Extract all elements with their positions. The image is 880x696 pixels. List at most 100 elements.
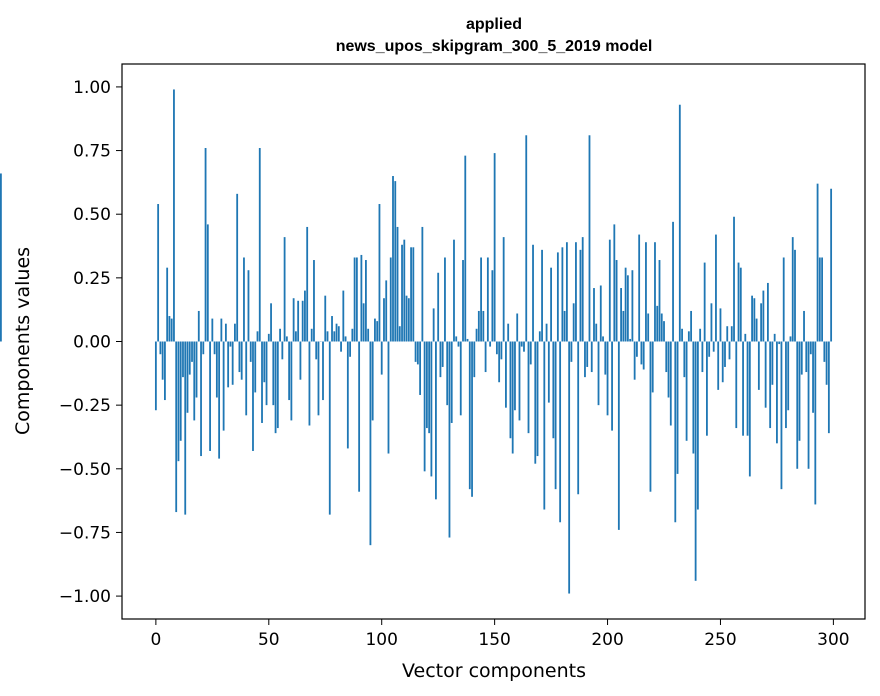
bar-134	[457, 341, 460, 347]
bar-99	[378, 204, 381, 342]
bar-180	[561, 247, 564, 342]
x-axis-label: Vector components	[402, 660, 586, 682]
bar-187	[577, 341, 580, 495]
bar-270	[764, 341, 767, 408]
bar-298	[827, 341, 830, 434]
bar-6	[168, 316, 171, 342]
bar-108	[398, 326, 401, 342]
bar-54	[276, 341, 279, 429]
bar-269	[762, 290, 765, 342]
bar-211	[631, 270, 634, 342]
y-tick-label: −0.75	[59, 523, 111, 543]
bar-278	[782, 257, 785, 342]
bar-223	[658, 260, 661, 342]
bar-62	[294, 331, 297, 342]
bar-23	[206, 224, 209, 342]
y-tick-label: −0.50	[59, 460, 111, 480]
bar-14	[186, 341, 189, 413]
bar-218	[647, 313, 650, 342]
bar-261	[744, 333, 747, 342]
bar-190	[584, 341, 586, 378]
bar-186	[575, 242, 577, 342]
bar-238	[692, 341, 695, 454]
bar-83	[342, 290, 345, 342]
bar-119	[423, 341, 426, 472]
bar-282	[791, 237, 794, 342]
bar-91	[360, 254, 363, 342]
bar-293	[816, 183, 819, 342]
bar-27	[215, 341, 218, 398]
bar-89	[355, 257, 358, 342]
bar-65	[301, 300, 304, 342]
bar-290	[809, 341, 812, 355]
bar-225	[663, 321, 665, 342]
bar-153	[500, 341, 503, 360]
y-tick-label: 0.75	[73, 142, 111, 162]
bar-49	[265, 341, 268, 406]
y-tick-label: 0.25	[73, 269, 111, 289]
bar-183	[568, 341, 571, 594]
bar-167	[532, 244, 534, 342]
bar-171	[541, 249, 543, 342]
bar-46	[258, 148, 261, 342]
bar-275	[776, 341, 778, 444]
bar-undefined	[0, 173, 2, 342]
bar-143	[477, 310, 480, 342]
bar-268	[760, 303, 763, 342]
bar-8	[173, 89, 175, 342]
bar-158	[511, 341, 514, 454]
bar-44	[254, 341, 257, 393]
bar-5	[166, 267, 169, 342]
bar-70	[313, 260, 315, 342]
bar-191	[586, 341, 589, 367]
bar-243	[703, 262, 706, 342]
bar-19	[197, 310, 200, 342]
bar-173	[545, 323, 548, 342]
bar-32	[227, 341, 230, 388]
bar-42	[249, 341, 252, 362]
x-tick-label: 250	[704, 630, 736, 650]
bar-295	[821, 257, 823, 342]
bar-198	[602, 336, 604, 342]
bar-214	[638, 234, 641, 342]
bar-162	[520, 341, 523, 347]
bar-285	[798, 341, 801, 441]
bar-264	[751, 295, 753, 342]
bar-36	[236, 193, 239, 342]
bar-154	[502, 237, 505, 342]
bar-112	[407, 298, 410, 342]
x-tick-label: 300	[817, 630, 849, 650]
bar-147	[486, 257, 489, 342]
y-tick-label: 0.00	[73, 333, 111, 353]
bar-43	[252, 341, 254, 451]
bar-113	[410, 247, 412, 342]
bar-20	[200, 341, 202, 457]
bar-245	[708, 341, 711, 357]
bar-133	[455, 336, 458, 342]
bar-100	[380, 341, 383, 375]
bar-208	[624, 267, 627, 342]
bar-136	[462, 260, 464, 342]
bar-84	[344, 336, 347, 342]
bar-250	[719, 308, 722, 342]
bar-107	[396, 226, 399, 342]
bar-288	[805, 341, 808, 373]
bar-242	[701, 341, 704, 373]
bar-267	[757, 341, 760, 390]
bar-181	[563, 310, 566, 342]
bar-76	[326, 331, 329, 342]
x-tick-label: 150	[478, 630, 510, 650]
bar-7	[170, 318, 173, 342]
bar-75	[324, 295, 327, 342]
bar-279	[785, 341, 787, 429]
bar-121	[428, 341, 431, 434]
bar-29	[220, 318, 223, 342]
bar-72	[317, 341, 320, 416]
bar-276	[778, 341, 781, 345]
bar-247	[712, 341, 715, 352]
bar-120	[425, 341, 428, 429]
bar-38	[240, 341, 243, 380]
bar-253	[726, 326, 729, 342]
bar-81	[337, 326, 340, 342]
